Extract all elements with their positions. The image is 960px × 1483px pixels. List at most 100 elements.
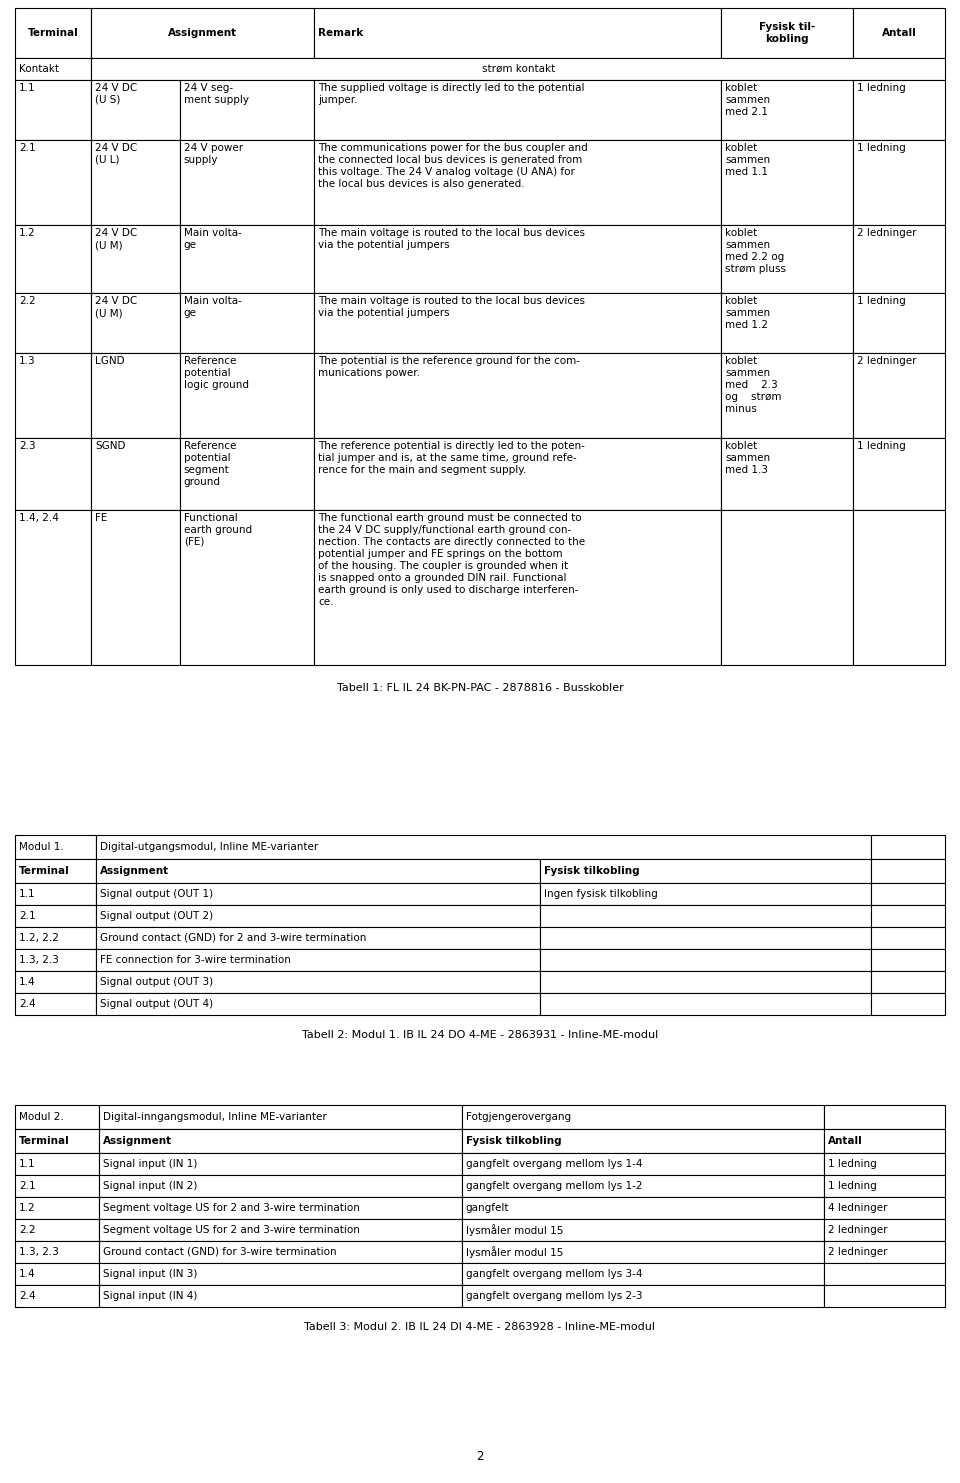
Bar: [314, 225, 721, 294]
Text: The main voltage is routed to the local bus devices
via the potential jumpers: The main voltage is routed to the local …: [318, 228, 586, 251]
Text: Signal output (OUT 3): Signal output (OUT 3): [100, 977, 213, 988]
Text: Segment voltage US for 2 and 3-wire termination: Segment voltage US for 2 and 3-wire term…: [104, 1225, 360, 1235]
Text: 2 ledninger: 2 ledninger: [857, 356, 917, 366]
Bar: [314, 80, 721, 139]
Text: Signal input (IN 2): Signal input (IN 2): [104, 1180, 198, 1191]
Text: 1.2: 1.2: [19, 1203, 36, 1213]
Bar: [15, 510, 91, 664]
Bar: [91, 80, 180, 139]
Text: koblet
sammen
med    2.3
og    strøm
minus: koblet sammen med 2.3 og strøm minus: [725, 356, 781, 414]
Bar: [15, 1284, 99, 1307]
Bar: [15, 835, 96, 859]
Text: 1 ledning: 1 ledning: [857, 440, 906, 451]
Text: Signal input (IN 3): Signal input (IN 3): [104, 1269, 198, 1278]
Bar: [99, 1129, 462, 1152]
Text: The communications power for the bus coupler and
the connected local bus devices: The communications power for the bus cou…: [318, 142, 588, 188]
Bar: [15, 58, 91, 80]
Text: lysmåler modul 15: lysmåler modul 15: [466, 1223, 563, 1235]
Text: 1.3, 2.3: 1.3, 2.3: [19, 1247, 59, 1258]
Text: FE: FE: [95, 513, 108, 523]
Bar: [15, 1105, 99, 1129]
Text: Ground contact (GND) for 3-wire termination: Ground contact (GND) for 3-wire terminat…: [104, 1247, 337, 1258]
Text: 2.1: 2.1: [19, 142, 36, 153]
Text: FE connection for 3-wire termination: FE connection for 3-wire termination: [100, 955, 291, 965]
Text: Signal output (OUT 4): Signal output (OUT 4): [100, 1000, 213, 1008]
Text: gangfelt: gangfelt: [466, 1203, 509, 1213]
Text: 2 ledninger: 2 ledninger: [828, 1247, 887, 1258]
Bar: [96, 882, 540, 905]
Bar: [824, 1284, 945, 1307]
Text: 2.4: 2.4: [19, 1000, 36, 1008]
Bar: [99, 1197, 462, 1219]
Bar: [871, 949, 945, 971]
Text: koblet
sammen
med 2.2 og
strøm pluss: koblet sammen med 2.2 og strøm pluss: [725, 228, 786, 274]
Bar: [721, 510, 853, 664]
Text: gangfelt overgang mellom lys 1-4: gangfelt overgang mellom lys 1-4: [466, 1160, 642, 1169]
Text: 24 V DC
(U M): 24 V DC (U M): [95, 228, 137, 251]
Bar: [15, 294, 91, 353]
Text: Reference
potential
logic ground: Reference potential logic ground: [183, 356, 249, 390]
Bar: [15, 1264, 99, 1284]
Text: Tabell 3: Modul 2. IB IL 24 DI 4-ME - 2863928 - Inline-ME-modul: Tabell 3: Modul 2. IB IL 24 DI 4-ME - 28…: [304, 1321, 656, 1332]
Text: 1.4, 2.4: 1.4, 2.4: [19, 513, 59, 523]
Bar: [540, 994, 871, 1014]
Text: Assignment: Assignment: [104, 1136, 173, 1146]
Bar: [853, 294, 945, 353]
Text: 24 V DC
(U S): 24 V DC (U S): [95, 83, 137, 105]
Text: 1.3, 2.3: 1.3, 2.3: [19, 955, 59, 965]
Bar: [15, 859, 96, 882]
Text: 2.2: 2.2: [19, 1225, 36, 1235]
Bar: [540, 971, 871, 994]
Text: koblet
sammen
med 1.3: koblet sammen med 1.3: [725, 440, 770, 475]
Bar: [824, 1152, 945, 1175]
Bar: [15, 80, 91, 139]
Text: gangfelt overgang mellom lys 1-2: gangfelt overgang mellom lys 1-2: [466, 1180, 642, 1191]
Text: 1 ledning: 1 ledning: [857, 83, 906, 93]
Bar: [853, 353, 945, 437]
Text: Signal output (OUT 1): Signal output (OUT 1): [100, 888, 213, 899]
Text: 2: 2: [476, 1450, 484, 1464]
Bar: [15, 437, 91, 510]
Text: 1.1: 1.1: [19, 83, 36, 93]
Bar: [99, 1284, 462, 1307]
Bar: [180, 139, 314, 225]
Text: 1.2, 2.2: 1.2, 2.2: [19, 933, 59, 943]
Bar: [721, 7, 853, 58]
Bar: [180, 294, 314, 353]
Bar: [96, 905, 540, 927]
Bar: [99, 1175, 462, 1197]
Text: Ingen fysisk tilkobling: Ingen fysisk tilkobling: [544, 888, 658, 899]
Bar: [871, 927, 945, 949]
Text: Tabell 2: Modul 1. IB IL 24 DO 4-ME - 2863931 - Inline-ME-modul: Tabell 2: Modul 1. IB IL 24 DO 4-ME - 28…: [301, 1031, 659, 1040]
Text: 2.1: 2.1: [19, 911, 36, 921]
Text: 2 ledninger: 2 ledninger: [857, 228, 917, 237]
Bar: [462, 1284, 824, 1307]
Bar: [15, 353, 91, 437]
Text: 2.3: 2.3: [19, 440, 36, 451]
Bar: [824, 1197, 945, 1219]
Bar: [15, 1175, 99, 1197]
Bar: [96, 971, 540, 994]
Text: 1.1: 1.1: [19, 888, 36, 899]
Text: gangfelt overgang mellom lys 2-3: gangfelt overgang mellom lys 2-3: [466, 1292, 642, 1301]
Bar: [91, 353, 180, 437]
Bar: [15, 971, 96, 994]
Text: Tabell 1: FL IL 24 BK-PN-PAC - 2878816 - Busskobler: Tabell 1: FL IL 24 BK-PN-PAC - 2878816 -…: [337, 684, 623, 693]
Bar: [540, 859, 871, 882]
Text: Fotgjengerovergang: Fotgjengerovergang: [466, 1112, 571, 1123]
Bar: [15, 927, 96, 949]
Text: 1 ledning: 1 ledning: [857, 142, 906, 153]
Text: gangfelt overgang mellom lys 3-4: gangfelt overgang mellom lys 3-4: [466, 1269, 642, 1278]
Text: Remark: Remark: [318, 28, 364, 39]
Bar: [15, 225, 91, 294]
Bar: [91, 58, 945, 80]
Text: Assignment: Assignment: [168, 28, 237, 39]
Bar: [853, 225, 945, 294]
Bar: [853, 139, 945, 225]
Bar: [721, 139, 853, 225]
Text: Digital-utgangsmodul, Inline ME-varianter: Digital-utgangsmodul, Inline ME-variante…: [100, 842, 318, 853]
Bar: [462, 1152, 824, 1175]
Bar: [314, 353, 721, 437]
Text: The potential is the reference ground for the com-
munications power.: The potential is the reference ground fo…: [318, 356, 580, 378]
Bar: [180, 510, 314, 664]
